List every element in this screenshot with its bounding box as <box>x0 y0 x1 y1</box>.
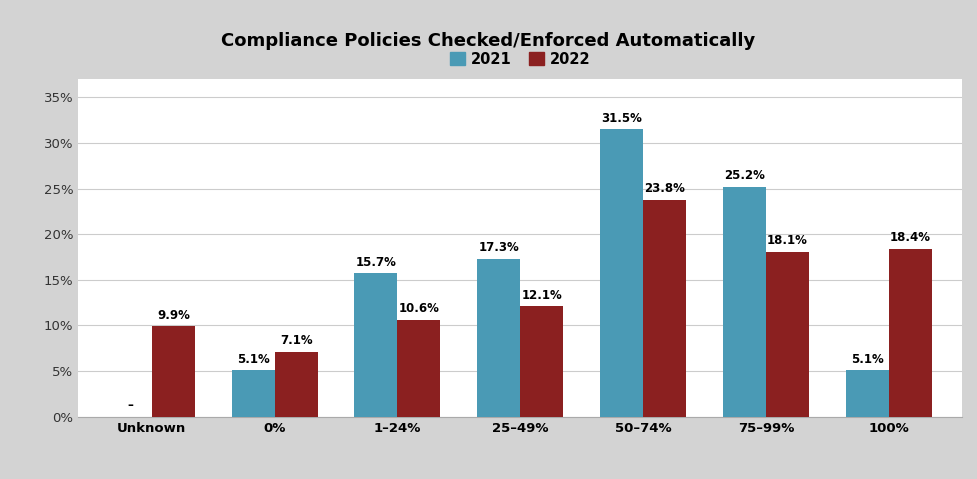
Bar <box>151 326 194 417</box>
Text: 7.1%: 7.1% <box>279 334 313 347</box>
Text: 12.1%: 12.1% <box>522 289 562 302</box>
Bar <box>600 129 643 417</box>
Text: 23.8%: 23.8% <box>644 182 685 195</box>
Text: 9.9%: 9.9% <box>157 309 190 322</box>
Bar <box>643 200 686 417</box>
Text: 5.1%: 5.1% <box>236 353 270 365</box>
Text: Compliance Policies Checked/Enforced Automatically: Compliance Policies Checked/Enforced Aut… <box>222 32 755 50</box>
Text: 18.1%: 18.1% <box>767 234 808 247</box>
Bar <box>846 370 889 417</box>
Bar <box>355 274 398 417</box>
Bar <box>521 306 563 417</box>
Bar <box>478 259 521 417</box>
Bar <box>723 187 766 417</box>
Bar <box>766 251 809 417</box>
Legend: 2021, 2022: 2021, 2022 <box>445 46 596 72</box>
Bar <box>275 352 318 417</box>
Text: 17.3%: 17.3% <box>479 241 519 254</box>
Text: –: – <box>127 399 133 412</box>
Text: 25.2%: 25.2% <box>724 169 765 182</box>
Text: 18.4%: 18.4% <box>890 231 931 244</box>
Text: 15.7%: 15.7% <box>356 256 397 269</box>
Text: 31.5%: 31.5% <box>601 112 642 125</box>
Text: 10.6%: 10.6% <box>399 302 440 315</box>
Bar <box>889 249 932 417</box>
Text: 5.1%: 5.1% <box>851 353 883 365</box>
Bar <box>232 370 275 417</box>
Bar <box>398 320 441 417</box>
